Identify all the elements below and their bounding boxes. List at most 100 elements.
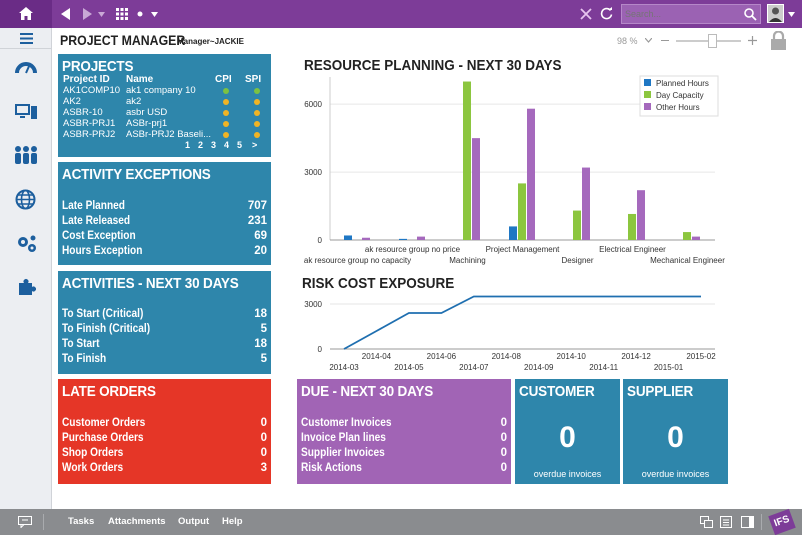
output-link[interactable]: Output bbox=[178, 516, 210, 527]
lock-icon[interactable] bbox=[770, 31, 787, 50]
activity-exception-row: Hours Exception 20 bbox=[62, 245, 267, 257]
column-header-spi: SPI bbox=[245, 74, 262, 85]
settings-cogs-icon[interactable] bbox=[16, 234, 38, 254]
attachments-link[interactable]: Attachments bbox=[108, 516, 166, 527]
x-tick-label: 2015-01 bbox=[654, 363, 684, 372]
spi-indicator bbox=[254, 88, 260, 94]
late-order-row: Purchase Orders 0 bbox=[62, 432, 267, 444]
late-order-row: Shop Orders 0 bbox=[62, 447, 267, 459]
dropdown-icon[interactable] bbox=[98, 12, 105, 17]
dashboard-gauge-icon[interactable] bbox=[15, 58, 37, 74]
zoom-label: 98 % bbox=[617, 36, 638, 46]
x-tick-label: 2014-09 bbox=[524, 363, 554, 372]
close-icon[interactable] bbox=[580, 8, 592, 20]
page-link[interactable]: 5 bbox=[237, 140, 243, 150]
page-link[interactable]: 1 bbox=[185, 140, 191, 150]
windows-icon[interactable] bbox=[700, 516, 713, 528]
project-name: ASBr-prj1 bbox=[126, 118, 168, 129]
legend-label: Planned Hours bbox=[656, 79, 709, 88]
zoom-slider[interactable] bbox=[676, 34, 741, 48]
projects-table: Project ID Name CPI SPI AK1COMP10 ak1 com… bbox=[62, 74, 267, 154]
home-button[interactable] bbox=[0, 0, 52, 28]
resource-planning-chart[interactable]: 0 3000 6000 ak resource group no capacity ak… bbox=[296, 72, 730, 268]
panel-icon[interactable] bbox=[741, 516, 754, 528]
dropdown-icon[interactable] bbox=[151, 12, 158, 17]
page-link[interactable]: 2 bbox=[198, 140, 204, 150]
sidebar bbox=[0, 28, 52, 509]
user-avatar[interactable] bbox=[767, 4, 784, 23]
chat-icon[interactable] bbox=[18, 516, 32, 528]
supplier-overdue-count: 0 bbox=[667, 421, 684, 454]
bar-day-capacity bbox=[518, 183, 526, 240]
x-tick-label: 2014-06 bbox=[427, 352, 457, 361]
y-tick-label: 6000 bbox=[304, 100, 322, 109]
x-tick-label: 2014-10 bbox=[557, 352, 587, 361]
project-row[interactable]: ASBR-10 asbr USD bbox=[62, 107, 267, 118]
search-box[interactable] bbox=[621, 4, 761, 24]
supplier-tile[interactable]: SUPPLIER 0 overdue invoices bbox=[623, 379, 728, 484]
y-tick-label: 0 bbox=[318, 345, 323, 354]
y-tick-label: 0 bbox=[318, 236, 323, 245]
projects-tile[interactable]: PROJECTS Project ID Name CPI SPI AK1COMP… bbox=[58, 54, 271, 157]
tasks-link[interactable]: Tasks bbox=[68, 516, 95, 527]
bar-other-hours bbox=[527, 108, 535, 240]
zoom-out-icon[interactable] bbox=[661, 40, 669, 41]
project-row[interactable]: ASBR-PRJ1 ASBr-prj1 bbox=[62, 118, 267, 129]
zoom-slider-thumb[interactable] bbox=[707, 34, 717, 48]
search-input[interactable] bbox=[625, 7, 735, 21]
page-link[interactable]: 3 bbox=[211, 140, 217, 150]
forward-icon[interactable] bbox=[82, 8, 92, 20]
next-page-link[interactable]: > bbox=[252, 140, 258, 150]
risk-cost-line bbox=[343, 295, 701, 350]
people-icon[interactable] bbox=[14, 145, 38, 164]
spi-indicator bbox=[254, 121, 260, 127]
refresh-icon[interactable] bbox=[600, 7, 613, 20]
customer-title: CUSTOMER bbox=[519, 383, 595, 400]
globe-icon[interactable] bbox=[15, 189, 36, 210]
plot-area bbox=[330, 295, 715, 349]
bar-day-capacity bbox=[573, 210, 581, 240]
list-icon[interactable] bbox=[720, 516, 732, 528]
risk-cost-exposure-chart[interactable]: 0 3000 2014-032014-042014-052014-062014-07… bbox=[296, 292, 730, 376]
dropdown-icon[interactable] bbox=[788, 12, 795, 17]
x-tick-label: 2014-07 bbox=[459, 363, 489, 372]
activity-exceptions-tile[interactable]: ACTIVITY EXCEPTIONS Late Planned 707 Late… bbox=[58, 162, 271, 265]
x-tick-label: ak resource group no price bbox=[365, 245, 461, 254]
bar-day-capacity bbox=[683, 232, 691, 240]
computer-icon[interactable] bbox=[15, 103, 37, 120]
x-tick-label: 2014-12 bbox=[621, 352, 651, 361]
x-tick-label: Mechanical Engineer bbox=[650, 256, 725, 265]
puzzle-icon[interactable] bbox=[17, 278, 36, 297]
legend-swatch bbox=[644, 91, 651, 98]
due-next-30-tile[interactable]: DUE - NEXT 30 DAYS Customer Invoices 0 In… bbox=[297, 379, 511, 484]
back-icon[interactable] bbox=[61, 8, 71, 20]
supplier-caption: overdue invoices bbox=[641, 469, 710, 479]
search-icon[interactable] bbox=[744, 8, 757, 21]
activities-next-30-tile[interactable]: ACTIVITIES - NEXT 30 DAYS To Start (Crit… bbox=[58, 271, 271, 374]
customer-tile[interactable]: CUSTOMER 0 overdue invoices bbox=[515, 379, 620, 484]
late-order-row: Customer Orders 0 bbox=[62, 417, 267, 429]
late-orders-tile[interactable]: LATE ORDERS Customer Orders 0 Purchase Or… bbox=[58, 379, 271, 484]
menu-icon[interactable] bbox=[20, 33, 33, 44]
zoom-in-icon[interactable] bbox=[748, 36, 757, 45]
spi-indicator bbox=[254, 110, 260, 116]
dot-icon[interactable] bbox=[137, 11, 143, 17]
bar-day-capacity bbox=[463, 81, 471, 241]
customer-caption: overdue invoices bbox=[533, 469, 602, 479]
ifs-logo: IFS bbox=[768, 508, 796, 535]
page-subtitle: Manager~JACKIE bbox=[177, 37, 244, 46]
x-tick-label: 2014-05 bbox=[394, 363, 424, 372]
chevron-down-icon[interactable] bbox=[645, 38, 652, 43]
page-link[interactable]: 4 bbox=[224, 140, 230, 150]
project-id: ASBR-PRJ2 bbox=[63, 129, 116, 140]
help-link[interactable]: Help bbox=[222, 516, 243, 527]
project-row[interactable]: ASBR-PRJ2 ASBr-PRJ2 Baseli... bbox=[62, 129, 267, 140]
project-row[interactable]: AK2 ak2 bbox=[62, 96, 267, 107]
bar-day-capacity bbox=[628, 213, 636, 240]
x-tick-label: 2014-04 bbox=[362, 352, 392, 361]
customer-overdue-count: 0 bbox=[559, 421, 576, 454]
apps-icon[interactable] bbox=[116, 8, 128, 20]
project-row[interactable]: AK1COMP10 ak1 company 10 bbox=[62, 85, 267, 96]
cpi-indicator bbox=[223, 99, 229, 105]
cpi-indicator bbox=[223, 132, 229, 138]
